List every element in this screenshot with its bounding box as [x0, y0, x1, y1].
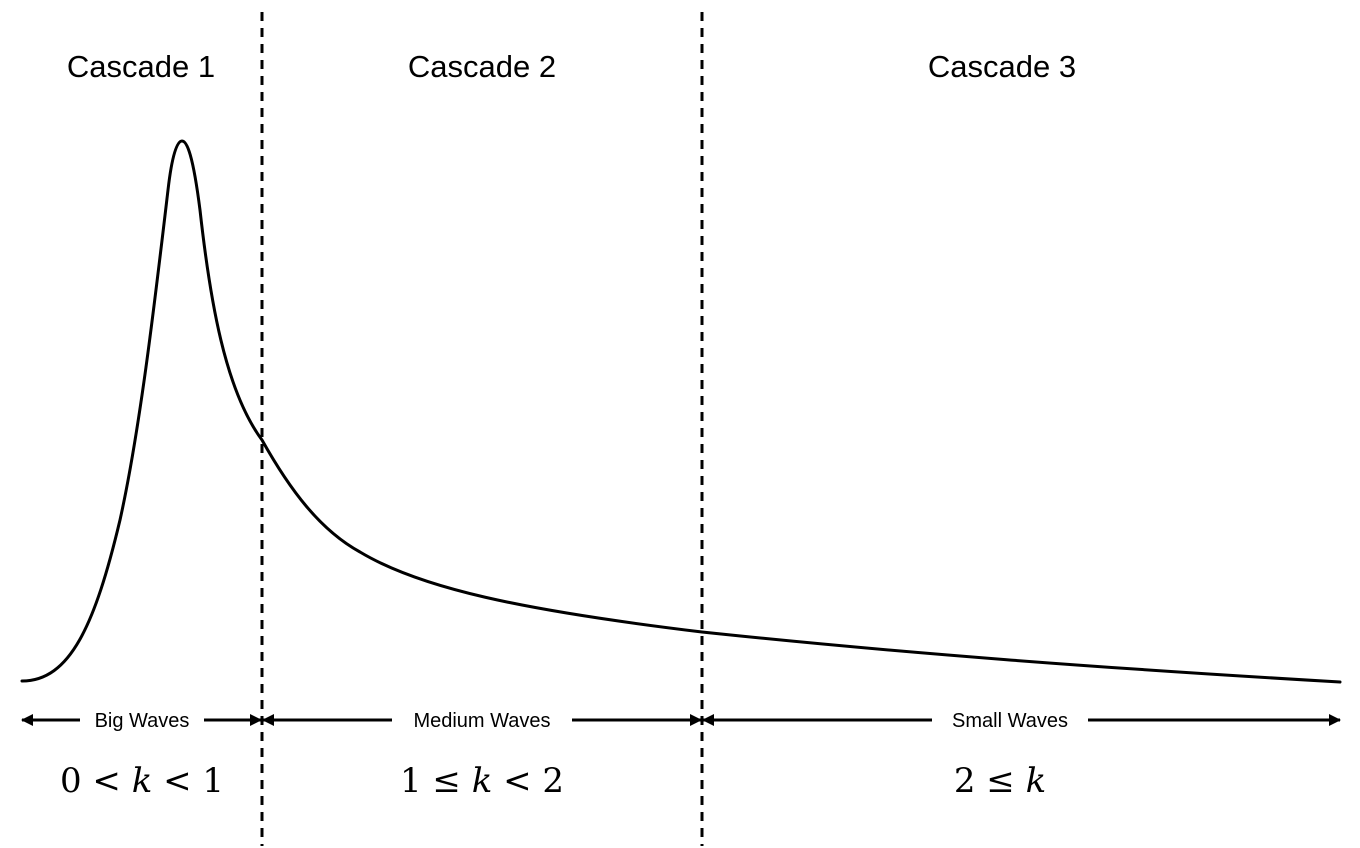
formula-2-right: < 2: [503, 761, 564, 801]
formula-1-left: 0 <: [60, 761, 121, 801]
medium-waves-label: Medium Waves: [413, 710, 550, 732]
cascade-3-title: Cascade 3: [928, 49, 1076, 84]
cascade-1-title: Cascade 1: [67, 49, 215, 84]
formula-2-var: k: [472, 761, 503, 801]
formula-3-left: 2 ≤: [954, 761, 1015, 801]
medium-waves-label-bg: [392, 706, 572, 734]
big-waves-label: Big Waves: [95, 710, 190, 732]
small-waves-label-bg: [932, 706, 1088, 734]
cascade-1-range-formula: 0 < k < 1: [60, 761, 224, 801]
formula-3-var: k: [1026, 761, 1047, 801]
small-waves-label: Small Waves: [952, 710, 1068, 732]
cascade-3-range-formula: 2 ≤ k: [954, 761, 1046, 801]
cascade-2-title: Cascade 2: [408, 49, 556, 84]
big-waves-label-bg: [80, 706, 204, 734]
formula-1-right: < 1: [163, 761, 224, 801]
wave-spectrum-curve: [20, 139, 1342, 684]
formula-1-var: k: [132, 761, 163, 801]
formula-2-left: 1 ≤: [400, 761, 461, 801]
cascade-2-range-formula: 1 ≤ k < 2: [400, 761, 564, 801]
